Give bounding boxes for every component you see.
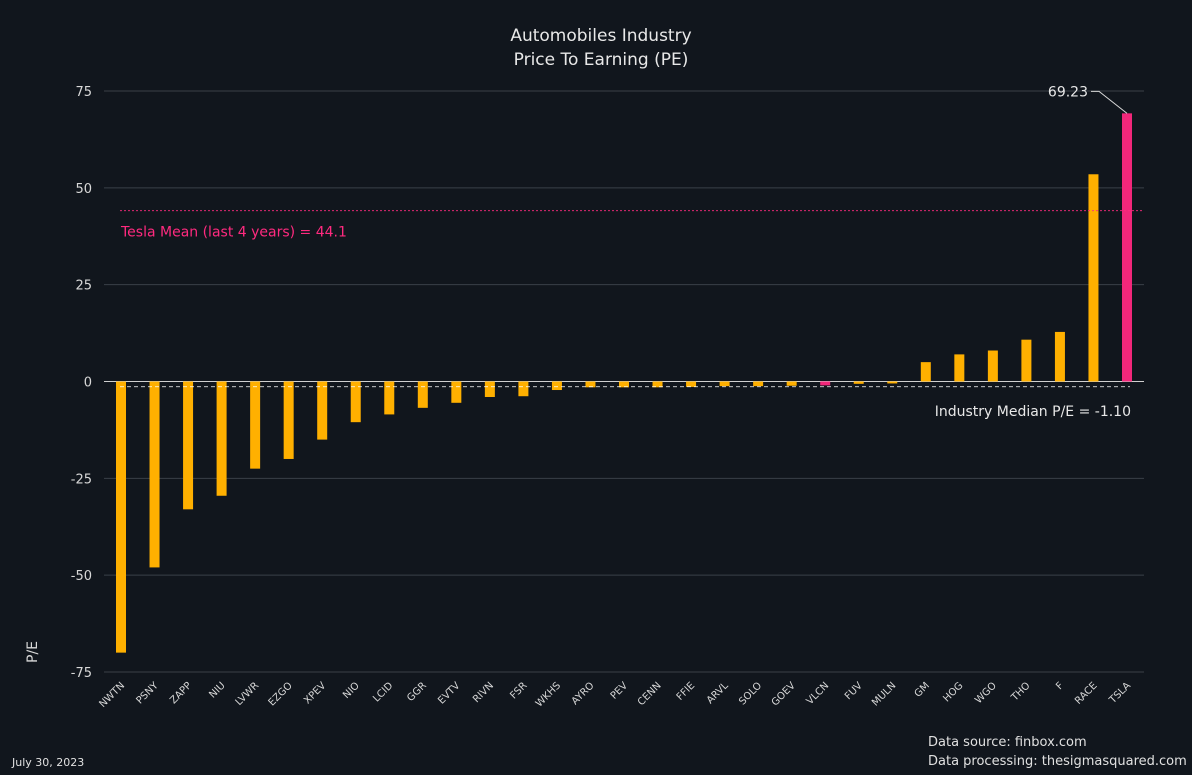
tsla-value-annotation: 69.23	[1048, 84, 1088, 100]
bar-gm	[920, 362, 931, 382]
data-source-note: Data source: finbox.com	[928, 735, 1087, 750]
bar-lvwr	[250, 381, 261, 469]
x-tick-label: HOG	[941, 680, 965, 704]
bar-cenn	[652, 381, 663, 388]
bar-f	[1054, 331, 1065, 382]
x-tick-label: RACE	[1073, 680, 1100, 707]
bar-psny	[149, 381, 160, 568]
bar-ggr	[417, 381, 428, 408]
x-tick-label: GM	[913, 680, 932, 699]
bar-race	[1088, 174, 1099, 382]
bar-solo	[753, 381, 764, 387]
x-tick-label: THO	[1009, 680, 1033, 704]
x-tick-label: LCID	[371, 680, 395, 704]
x-tick-label: WGO	[973, 680, 999, 706]
bar-arvl	[719, 381, 730, 387]
bar-niu	[216, 381, 227, 496]
bar-rivn	[484, 381, 495, 397]
x-tick-layer: NWTN PSNY ZAPP NIU LVWR EZGO XPEV NIO LCID GGR EVT…	[97, 680, 1133, 710]
x-tick-label: F	[1054, 680, 1066, 692]
x-tick-label: FSR	[508, 680, 529, 701]
x-tick-label: WKHS	[534, 680, 563, 709]
chart-title: Automobiles Industry	[510, 26, 691, 46]
x-tick-label: MULN	[870, 680, 898, 708]
chart-subtitle: Price To Earning (PE)	[514, 50, 689, 70]
x-tick-label: NIU	[207, 680, 227, 700]
x-tick-label: GOEV	[770, 680, 798, 708]
bar-ffie	[686, 381, 697, 387]
x-tick-label: EZGO	[267, 680, 295, 708]
y-tick-label: -25	[71, 472, 92, 487]
x-tick-label: NIO	[341, 680, 362, 701]
x-tick-label: FFIE	[675, 680, 697, 702]
x-tick-label: TSLA	[1107, 680, 1133, 706]
x-tick-label: ARVL	[705, 680, 731, 706]
x-tick-label: CENN	[636, 680, 664, 708]
y-tick-label: 0	[84, 376, 92, 391]
x-tick-label: GGR	[405, 680, 429, 704]
bar-nio	[350, 381, 361, 423]
bar-pev	[619, 381, 629, 388]
reference-layer: Tesla Mean (last 4 years) = 44.1 Industry…	[120, 84, 1144, 420]
x-tick-label: NWTN	[97, 680, 127, 710]
bar-nwtn	[116, 381, 126, 653]
bar-tho	[1021, 339, 1032, 382]
data-processing-note: Data processing: thesigmasquared.com	[928, 754, 1187, 769]
x-tick-label: RIVN	[471, 680, 496, 705]
bar-wkhs	[551, 381, 562, 391]
x-tick-label: AYRO	[570, 680, 597, 707]
bar-evtv	[451, 381, 462, 403]
annotation-leader	[1091, 90, 1128, 114]
y-axis-label: P/E	[25, 641, 41, 663]
x-tick-label: XPEV	[302, 680, 328, 706]
date-note: July 30, 2023	[11, 756, 84, 769]
x-tick-label: PEV	[609, 680, 630, 701]
bar-goev	[786, 381, 797, 386]
x-tick-label: EVTV	[436, 680, 462, 706]
bar-hog	[954, 354, 965, 382]
y-tick-label: -50	[71, 569, 92, 584]
bar-ayro	[585, 381, 596, 388]
x-tick-label: PSNY	[135, 680, 162, 707]
bar-fuv	[853, 381, 864, 384]
x-tick-label: ZAPP	[168, 680, 194, 706]
bar-vlcn	[820, 381, 831, 386]
bar-wgo	[987, 350, 998, 382]
x-tick-label: SOLO	[737, 680, 764, 707]
x-tick-label: FUV	[843, 680, 865, 702]
tesla-mean-label: Tesla Mean (last 4 years) = 44.1	[120, 225, 347, 241]
grid-layer: 75 50 25 0 -25 -50 -75	[71, 85, 1144, 681]
bar-zapp	[183, 381, 194, 510]
y-tick-label: 75	[75, 85, 92, 100]
bar-tsla	[1122, 113, 1132, 382]
y-tick-label: 50	[75, 182, 92, 197]
y-tick-label: -75	[71, 666, 92, 681]
bar-fsr	[518, 381, 529, 397]
industry-median-label: Industry Median P/E = -1.10	[935, 404, 1131, 420]
bars-layer	[116, 113, 1132, 653]
bar-muln	[887, 381, 898, 384]
x-tick-label: VLCN	[805, 680, 832, 707]
x-tick-label: LVWR	[234, 680, 262, 708]
bar-lcid	[384, 381, 395, 415]
bar-xpev	[317, 381, 328, 440]
bar-ezgo	[283, 381, 294, 459]
y-tick-label: 25	[75, 279, 92, 294]
